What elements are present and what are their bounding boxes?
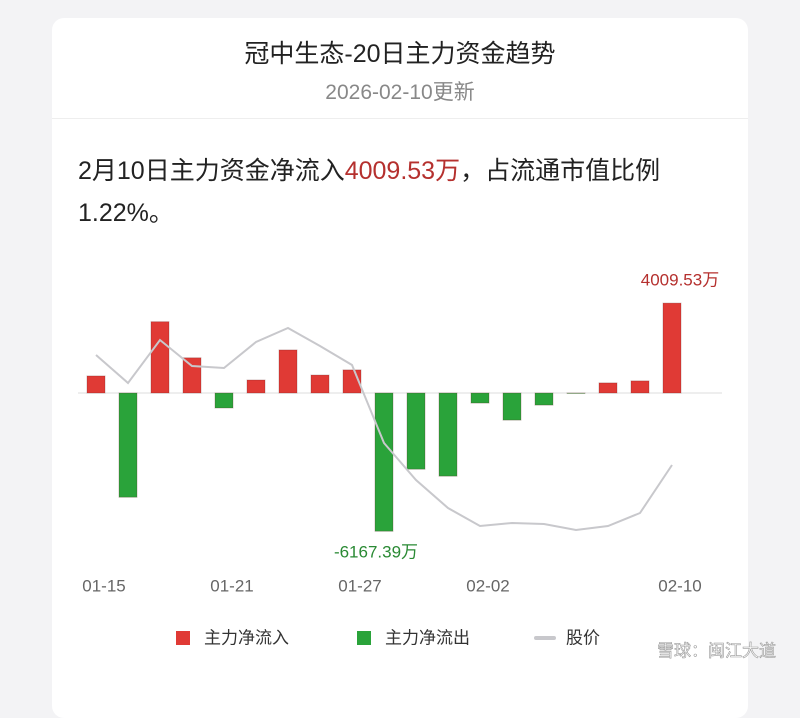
bar [311, 375, 329, 393]
legend-label: 股价 [566, 628, 600, 647]
x-tick-label: 02-02 [466, 576, 509, 595]
legend-label: 主力净流出 [385, 628, 470, 647]
legend-swatch [176, 631, 190, 645]
legend-swatch [357, 631, 371, 645]
legend-label: 主力净流入 [204, 628, 289, 647]
chart: 01-15 01-21 01-27 -6167.39万 02-02 02-10 4009.5… [0, 0, 800, 675]
bar [503, 393, 521, 420]
bar [375, 393, 393, 531]
bar [535, 393, 553, 405]
bar [663, 303, 681, 393]
bar [87, 376, 105, 393]
x-tick-label: 01-21 [210, 576, 253, 595]
value-label: -6167.39万 [334, 543, 418, 562]
bar [439, 393, 457, 476]
bar [215, 393, 233, 408]
page: {"header":{"title":"冠中生态-20日主力资金趋势","sub… [0, 0, 800, 675]
bar [183, 358, 201, 393]
bar [631, 381, 649, 393]
bar [599, 383, 617, 393]
bar [247, 380, 265, 393]
value-label: 4009.53万 [641, 271, 719, 290]
bar [119, 393, 137, 497]
bar [279, 350, 297, 393]
bar [407, 393, 425, 469]
watermark: 雪球：闽江大道 [657, 641, 776, 660]
bar [151, 322, 169, 393]
bar [471, 393, 489, 403]
x-tick-label: 02-10 [658, 576, 701, 595]
legend-swatch [534, 636, 556, 640]
x-tick-label: 01-15 [82, 576, 125, 595]
x-tick-label: 01-27 [338, 576, 381, 595]
